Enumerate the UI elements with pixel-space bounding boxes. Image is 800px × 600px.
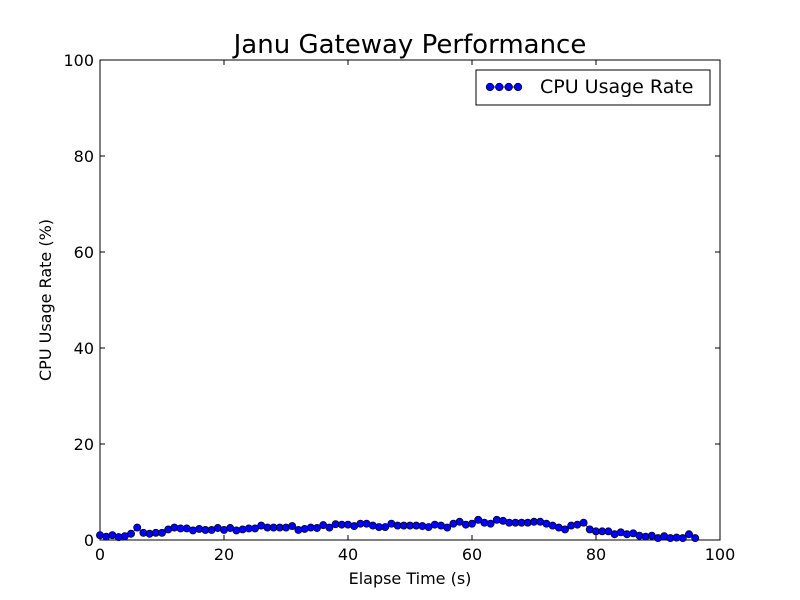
data-point — [561, 525, 569, 534]
data-point — [685, 530, 693, 539]
legend-marker-1 — [495, 82, 504, 92]
data-point — [443, 523, 452, 532]
data-point — [127, 529, 135, 538]
legend-marker-2 — [504, 82, 513, 92]
y-tick-label: 60 — [74, 243, 94, 262]
legend-series-markers — [485, 82, 523, 92]
data-point — [381, 523, 390, 531]
data-point — [133, 523, 142, 532]
x-axis-label: Elapse Time (s) — [349, 569, 472, 588]
x-tick-label: 80 — [586, 545, 606, 564]
data-point — [579, 518, 588, 527]
x-tick-label: 100 — [705, 545, 736, 564]
legend-label: CPU Usage Rate — [540, 76, 693, 98]
data-series — [96, 515, 700, 543]
y-tick-label: 100 — [63, 51, 94, 70]
data-point — [691, 534, 700, 543]
y-tick-label: 0 — [84, 531, 94, 550]
y-tick-label: 20 — [74, 435, 94, 454]
y-tick-label: 40 — [74, 339, 94, 358]
axis-tick-labels: 0 20 40 60 80 100 0 20 40 60 80 100 — [63, 51, 735, 564]
x-tick-label: 0 — [95, 545, 105, 564]
data-point — [468, 519, 476, 528]
chart-title: Janu Gateway Performance — [232, 30, 587, 60]
y-tick-label: 80 — [74, 147, 94, 166]
x-tick-label: 40 — [338, 545, 358, 564]
y-axis-label: CPU Usage Rate (%) — [36, 219, 55, 381]
data-point — [158, 528, 166, 537]
x-tick-label: 60 — [462, 545, 482, 564]
data-point — [678, 534, 687, 543]
data-point — [288, 522, 297, 531]
data-point — [325, 523, 334, 532]
legend: CPU Usage Rate — [475, 69, 711, 106]
data-point — [486, 519, 495, 528]
legend-marker-3 — [513, 82, 523, 92]
x-tick-label: 20 — [214, 545, 234, 564]
axis-ticks — [99, 59, 721, 541]
plot-area — [99, 59, 721, 541]
legend-marker-0 — [485, 82, 495, 92]
